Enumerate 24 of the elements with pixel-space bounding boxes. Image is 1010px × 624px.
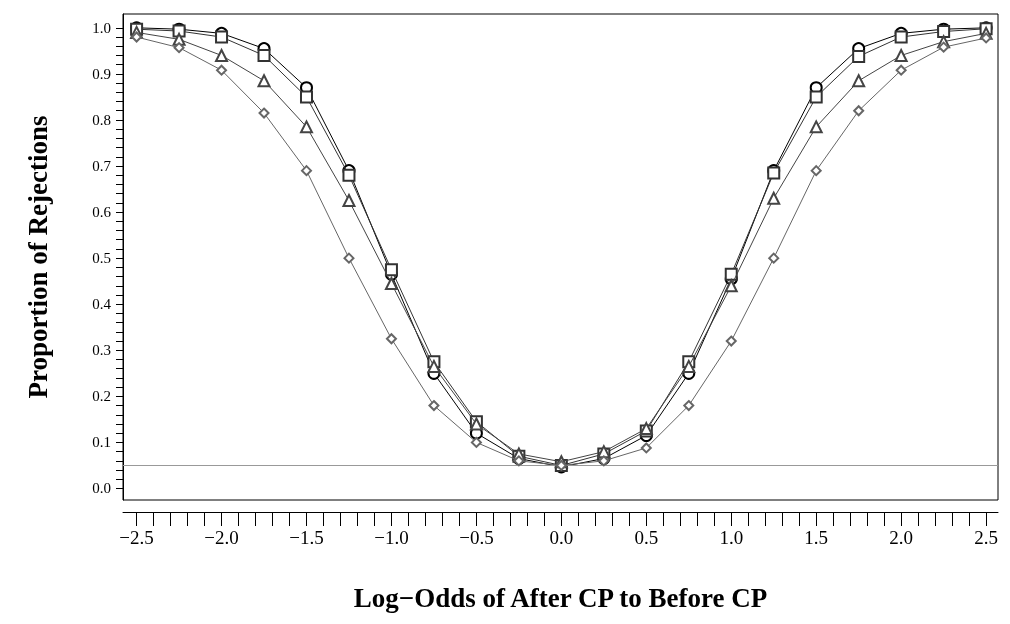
x-tick-label: 0.5: [634, 527, 659, 548]
y-tick-label: 0.9: [92, 65, 111, 82]
x-tick-label: 2.5: [974, 527, 998, 548]
x-tick-label: 2.0: [889, 527, 914, 548]
y-axis-title: Proportion of Rejections: [22, 115, 53, 399]
x-tick-label: −0.5: [459, 527, 494, 548]
y-tick-label: 0.4: [92, 296, 112, 313]
x-tick-label: 1.0: [719, 527, 744, 548]
x-tick-label: 0.0: [549, 527, 574, 548]
x-axis-title: Log−Odds of After CP to Before CP: [353, 582, 768, 613]
y-tick-label: 0.3: [92, 342, 111, 359]
y-tick-label: 0.1: [92, 434, 111, 451]
x-tick-label: −1.0: [374, 527, 409, 548]
y-tick-label: 0.0: [92, 480, 111, 497]
x-tick-label: −2.0: [204, 527, 239, 548]
y-tick-label: 0.8: [92, 111, 111, 128]
x-tick-label: 1.5: [804, 527, 829, 548]
y-tick-label: 0.6: [92, 204, 112, 221]
x-tick-label: −1.5: [289, 527, 324, 548]
y-tick-label: 0.7: [92, 158, 112, 175]
x-tick-label: −2.5: [119, 527, 154, 548]
y-tick-label: 0.2: [92, 388, 111, 405]
y-tick-label: 1.0: [92, 19, 111, 36]
y-tick-label: 0.5: [92, 250, 111, 267]
